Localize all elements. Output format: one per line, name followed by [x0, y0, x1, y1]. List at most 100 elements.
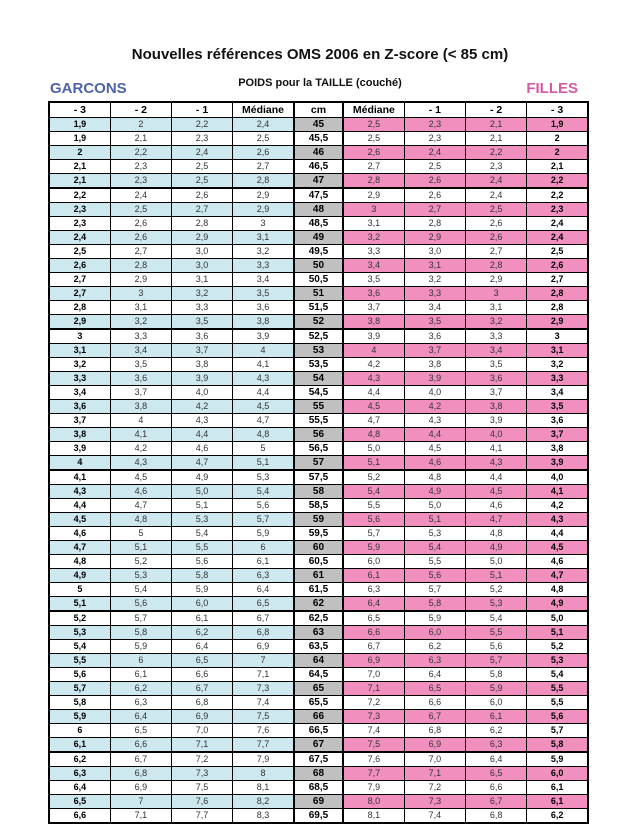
length-cm-cell: 65,5 [292, 695, 345, 710]
filles-cell: 6,4 [403, 667, 466, 682]
garcons-cell: 7,7 [232, 737, 295, 753]
garcons-cell: 3,0 [170, 258, 234, 273]
garcons-cell: 7,6 [170, 794, 234, 809]
filles-cell: 5,5 [464, 625, 528, 640]
filles-cell: 7,1 [403, 766, 466, 781]
filles-cell: 2,8 [526, 286, 589, 301]
table-row: 3,1 3,4 3,7 4 53 4 3,7 3,4 3,1 [48, 343, 589, 358]
filles-cell: 3,4 [403, 300, 466, 315]
filles-cell: 3,0 [403, 244, 466, 259]
filles-cell: 2,1 [526, 159, 589, 174]
table-row: 2,2 2,4 2,6 2,9 47,5 2,9 2,6 2,4 2,2 [48, 187, 589, 203]
filles-cell: 2,6 [403, 173, 466, 189]
table-row: 2,7 3 3,2 3,5 51 3,6 3,3 3 2,8 [48, 286, 589, 301]
table-row: 5,6 6,1 6,6 7,1 64,5 7,0 6,4 5,8 5,4 [48, 667, 589, 682]
filles-cell: 3,3 [464, 328, 528, 344]
length-cm-cell: 69 [292, 794, 345, 809]
table-row: 5 5,4 5,9 6,4 61,5 6,3 5,7 5,2 4,8 [48, 582, 589, 597]
garcons-cell: 2,7 [48, 286, 111, 301]
garcons-cell: 6,1 [109, 667, 172, 682]
filles-cell: 6,5 [342, 610, 405, 626]
length-cm-cell: 48 [292, 202, 345, 217]
garcons-cell: 2,7 [48, 272, 111, 287]
table-row: 5,5 6 6,5 7 64 6,9 6,3 5,7 5,3 [48, 653, 589, 668]
garcons-cell: 7,0 [170, 723, 234, 738]
garcons-cell: 4,5 [232, 399, 295, 414]
table-row: 2 2,2 2,4 2,6 46 2,6 2,4 2,2 2 [48, 145, 589, 160]
filles-cell: 5,0 [464, 554, 528, 569]
garcons-cell: 2,5 [109, 202, 172, 217]
filles-cell: 4,4 [526, 526, 589, 541]
garcons-cell: 3,4 [48, 385, 111, 400]
column-header: - 3 [526, 101, 589, 118]
filles-cell: 3,8 [403, 357, 466, 372]
filles-cell: 6,1 [526, 794, 589, 809]
table-row: 2,3 2,6 2,8 3 48,5 3,1 2,8 2,6 2,4 [48, 216, 589, 231]
length-cm-cell: 50 [292, 258, 345, 273]
garcons-cell: 2,3 [48, 202, 111, 217]
garcons-cell: 4,4 [170, 427, 234, 442]
garcons-cell: 2,2 [109, 145, 172, 160]
filles-cell: 4,7 [526, 568, 589, 583]
garcons-cell: 6,7 [232, 610, 295, 626]
filles-cell: 3,7 [464, 385, 528, 400]
filles-cell: 6,2 [464, 723, 528, 738]
filles-cell: 4,3 [403, 413, 466, 428]
filles-cell: 2,1 [464, 117, 528, 132]
garcons-cell: 4,2 [109, 441, 172, 456]
filles-cell: 2,6 [526, 258, 589, 273]
garcons-cell: 5,9 [232, 526, 295, 541]
filles-cell: 2,6 [464, 216, 528, 231]
filles-cell: 2,3 [464, 159, 528, 174]
filles-cell: 2,3 [403, 131, 466, 146]
length-cm-cell: 51,5 [292, 300, 345, 315]
filles-cell: 5,3 [526, 653, 589, 668]
filles-cell: 4,3 [342, 371, 405, 386]
garcons-cell: 2,5 [48, 244, 111, 259]
header-row: - 3- 2- 1 Médiane cm Médiane - 1- 2- 3 [48, 101, 589, 118]
garcons-cell: 6 [109, 653, 172, 668]
length-cm-cell: 62 [292, 596, 345, 612]
length-cm-cell: 58 [292, 484, 345, 499]
filles-cell: 6,0 [403, 625, 466, 640]
garcons-cell: 3,3 [170, 300, 234, 315]
length-cm-cell: 52 [292, 314, 345, 330]
length-cm-cell: 58,5 [292, 498, 345, 513]
filles-cell: 5,8 [403, 596, 466, 612]
filles-cell: 4,6 [526, 554, 589, 569]
table-row: 3,3 3,6 3,9 4,3 54 4,3 3,9 3,6 3,3 [48, 371, 589, 386]
garcons-cell: 3,5 [170, 314, 234, 330]
filles-cell: 6,4 [464, 751, 528, 767]
filles-cell: 3,9 [342, 328, 405, 344]
filles-cell: 7,0 [342, 667, 405, 682]
filles-cell: 2,4 [526, 216, 589, 231]
column-header: - 1 [403, 101, 466, 118]
garcons-cell: 7,9 [232, 751, 295, 767]
garcons-cell: 5,4 [170, 526, 234, 541]
filles-cell: 2,7 [342, 159, 405, 174]
garcons-cell: 4,3 [48, 484, 111, 499]
table-row: 2,5 2,7 3,0 3,2 49,5 3,3 3,0 2,7 2,5 [48, 244, 589, 259]
filles-cell: 7,1 [342, 681, 405, 696]
garcons-cell: 2,7 [232, 159, 295, 174]
garcons-cell: 2,6 [170, 187, 234, 203]
filles-cell: 2,6 [464, 230, 528, 245]
filles-cell: 4,3 [526, 512, 589, 527]
garcons-cell: 3,3 [232, 258, 295, 273]
filles-cell: 7,5 [342, 737, 405, 753]
garcons-cell: 2,7 [170, 202, 234, 217]
garcons-cell: 3,4 [232, 272, 295, 287]
garcons-cell: 2 [48, 145, 111, 160]
filles-cell: 5,6 [342, 512, 405, 527]
table-row: 6,4 6,9 7,5 8,1 68,5 7,9 7,2 6,6 6,1 [48, 780, 589, 795]
garcons-cell: 3,2 [48, 357, 111, 372]
garcons-cell: 3,2 [170, 286, 234, 301]
garcons-cell: 3,5 [232, 286, 295, 301]
filles-cell: 4,8 [464, 526, 528, 541]
filles-cell: 6,5 [403, 681, 466, 696]
garcons-cell: 4,1 [48, 469, 111, 485]
garcons-cell: 2,2 [170, 117, 234, 132]
filles-cell: 3,2 [342, 230, 405, 245]
garcons-cell: 6,1 [170, 610, 234, 626]
garcons-cell: 4,7 [232, 413, 295, 428]
